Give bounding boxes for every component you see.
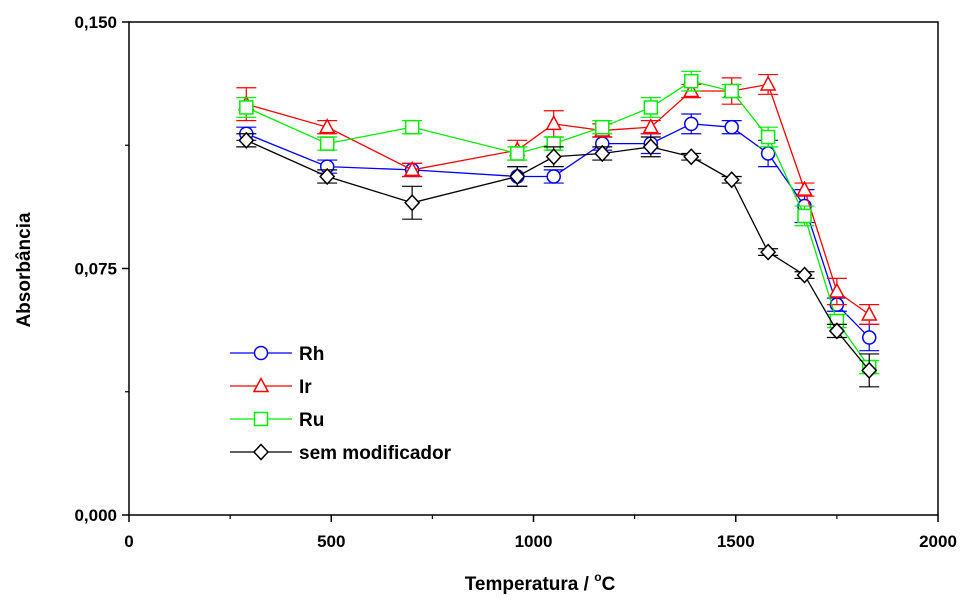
- x-tick-label: 1000: [515, 532, 553, 551]
- series-ru: [236, 70, 880, 375]
- data-point: [861, 361, 878, 379]
- series-layer: [236, 70, 880, 388]
- data-point: [546, 169, 561, 184]
- x-axis-title: Temperatura / oC: [465, 570, 616, 595]
- y-tick-label: 0,150: [74, 13, 117, 32]
- data-point: [760, 129, 776, 145]
- y-axis: 0,000 0,075 0,150: [74, 13, 129, 525]
- y-tick-label: 0,000: [74, 506, 117, 525]
- legend: Rh Ir Ru sem modificador: [230, 344, 452, 464]
- series-sem-modificador: [236, 131, 880, 388]
- data-point: [724, 83, 739, 99]
- data-point: [828, 282, 846, 298]
- legend-marker: [252, 376, 270, 393]
- data-point: [760, 243, 777, 261]
- data-point: [642, 138, 659, 156]
- legend-label: Ir: [299, 377, 312, 398]
- data-point: [594, 144, 611, 163]
- x-title-unit: C: [602, 574, 616, 595]
- data-point: [403, 160, 421, 177]
- x-tick-label: 1500: [717, 532, 755, 551]
- legend-marker: [253, 411, 269, 427]
- data-point: [684, 116, 699, 132]
- y-axis-title: Absorbância: [14, 212, 35, 328]
- data-point: [724, 119, 739, 135]
- data-point: [723, 171, 740, 189]
- data-point: [642, 118, 660, 134]
- data-point: [238, 131, 255, 149]
- x-axis: 0 500 1000 1500 2000: [124, 515, 957, 551]
- legend-item: sem modificador: [230, 443, 452, 464]
- x-tick-label: 0: [124, 532, 133, 551]
- data-point: [319, 167, 336, 186]
- legend-marker: [253, 345, 269, 361]
- data-point: [404, 194, 421, 212]
- data-point: [509, 167, 526, 186]
- legend-label: Rh: [299, 344, 324, 365]
- legend-label: Ru: [299, 410, 324, 431]
- plot-frame: [128, 21, 939, 516]
- x-title-sup: o: [594, 570, 601, 584]
- data-point: [683, 148, 700, 166]
- legend-marker: [252, 443, 270, 461]
- x-title-text: Temperatura /: [465, 574, 595, 595]
- data-point: [860, 305, 878, 321]
- data-point: [319, 136, 335, 151]
- data-point: [545, 148, 562, 166]
- y-tick-label: 0,075: [74, 260, 117, 279]
- x-tick-label: 2000: [919, 532, 957, 551]
- data-point: [760, 146, 776, 161]
- legend-item: Ru: [230, 410, 324, 431]
- data-point: [684, 73, 699, 89]
- data-point: [861, 330, 877, 345]
- data-point: [545, 114, 562, 131]
- data-point: [510, 146, 525, 161]
- x-tick-label: 500: [317, 532, 345, 551]
- legend-label: sem modificador: [299, 443, 452, 464]
- data-point: [318, 118, 336, 134]
- data-point: [797, 208, 812, 224]
- data-point: [796, 266, 813, 284]
- data-point: [759, 75, 777, 91]
- data-point: [239, 100, 254, 115]
- legend-item: Ir: [230, 376, 312, 398]
- data-point: [796, 180, 813, 196]
- series-line: [246, 83, 870, 316]
- legend-item: Rh: [230, 344, 324, 365]
- data-point: [595, 119, 610, 135]
- data-point: [404, 119, 420, 135]
- series-ir: [236, 73, 880, 325]
- data-point: [828, 322, 845, 340]
- data-point: [643, 100, 659, 115]
